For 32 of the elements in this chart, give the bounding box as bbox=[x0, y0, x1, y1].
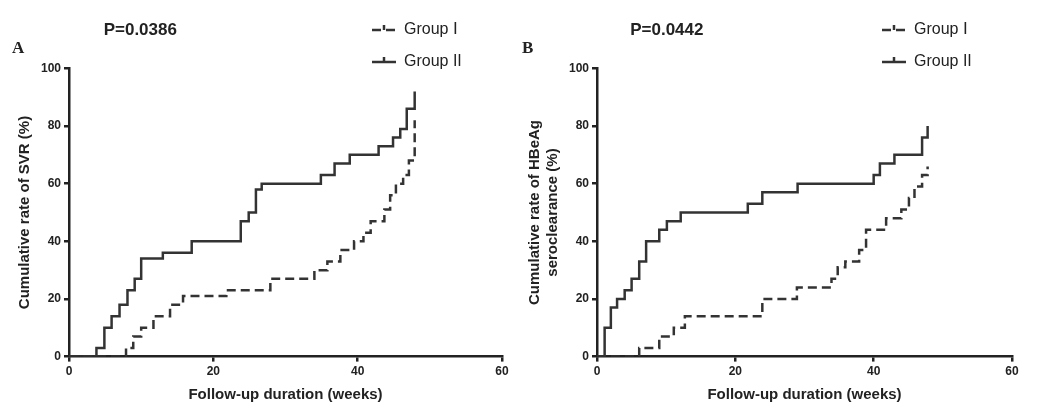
legend-label: Group Ⅰ bbox=[914, 20, 968, 38]
y-tick-label: 0 bbox=[54, 348, 62, 363]
y-tick-label: 100 bbox=[568, 60, 590, 75]
x-tick-label: 0 bbox=[593, 364, 601, 379]
y-tick-label: 20 bbox=[575, 291, 590, 306]
legend-label: Group II bbox=[404, 52, 462, 70]
y-tick-label: 40 bbox=[575, 233, 590, 248]
x-axis-title: Follow-up duration (weeks) bbox=[188, 385, 383, 403]
x-tick-label: 0 bbox=[65, 364, 73, 379]
legend-label: Group II bbox=[914, 52, 972, 70]
y-tick-label: 60 bbox=[47, 175, 62, 190]
x-tick-label: 20 bbox=[206, 364, 221, 379]
y-tick-label: 40 bbox=[47, 233, 62, 248]
legend-label: Group Ⅰ bbox=[404, 20, 458, 38]
x-tick-label: 20 bbox=[728, 364, 743, 379]
y-tick-label: 20 bbox=[47, 291, 62, 306]
y-axis-title: Cumulative rate of HBeAg seroclearance (%) bbox=[525, 119, 561, 306]
y-axis-title: Cumulative rate of SVR (%) bbox=[15, 115, 33, 310]
x-tick-label: 40 bbox=[866, 364, 881, 379]
chart-title: B bbox=[522, 37, 534, 57]
x-tick-label: 60 bbox=[1005, 364, 1019, 379]
x-tick-label: 40 bbox=[350, 364, 365, 379]
y-tick-label: 80 bbox=[575, 118, 590, 133]
y-tick-label: 60 bbox=[575, 175, 590, 190]
text: P=0.0386 bbox=[103, 20, 177, 40]
y-tick-label: 80 bbox=[47, 118, 62, 133]
y-tick-label: 0 bbox=[582, 348, 590, 363]
chart-title: A bbox=[12, 37, 25, 57]
x-tick-label: 60 bbox=[495, 364, 509, 379]
y-tick-label: 100 bbox=[40, 60, 62, 75]
text: P=0.0442 bbox=[630, 20, 704, 40]
x-axis-title: Follow-up duration (weeks) bbox=[707, 385, 902, 403]
